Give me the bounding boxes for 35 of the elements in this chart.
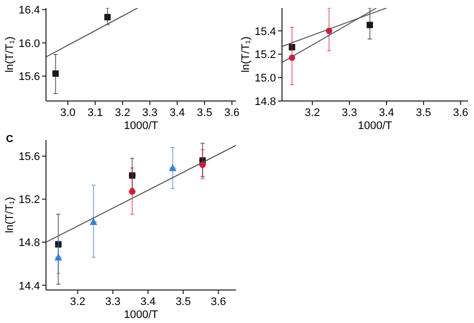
x-axis-title: 1000/T bbox=[124, 120, 158, 132]
y-tick-label: 16.4 bbox=[18, 4, 40, 17]
y-tick-label: 15.6 bbox=[18, 71, 40, 84]
x-tick-label: 3.2 bbox=[114, 107, 130, 119]
x-tick-label: 3.5 bbox=[416, 107, 432, 119]
x-tick-label: 3.3 bbox=[342, 107, 358, 119]
y-tick-label: 15.4 bbox=[254, 26, 276, 38]
y-axis-title: ln(T/T₁) bbox=[4, 36, 16, 73]
y-tick-label: 14.8 bbox=[254, 96, 276, 108]
y-axis-title: ln(T/T₁) bbox=[240, 36, 252, 73]
x-tick-label: 3.0 bbox=[60, 107, 76, 119]
x-tick-label: 3.1 bbox=[88, 107, 103, 119]
x-tick-label: 3.4 bbox=[378, 107, 394, 119]
y-axis-title: ln(T/T₁) bbox=[4, 196, 16, 234]
y-tick-label: 15.6 bbox=[18, 151, 40, 164]
x-tick-label: 3.2 bbox=[304, 107, 320, 119]
x-tick-label: 3.4 bbox=[170, 107, 185, 119]
x-tick-label: 3.3 bbox=[105, 296, 120, 308]
x-axis-title: 1000/T bbox=[124, 309, 158, 321]
x-tick-label: 3.6 bbox=[210, 296, 226, 308]
x-tick-label: 3.6 bbox=[224, 107, 240, 119]
x-tick-label: 3.5 bbox=[196, 107, 212, 119]
y-tick-label: 15.0 bbox=[254, 72, 276, 85]
x-tick-label: 3.3 bbox=[142, 107, 158, 119]
y-tick-label: 16.0 bbox=[18, 38, 40, 50]
chart-title: C bbox=[6, 134, 14, 145]
y-tick-label: 15.2 bbox=[254, 49, 276, 62]
x-tick-label: 3.2 bbox=[70, 296, 86, 308]
x-tick-label: 3.5 bbox=[176, 296, 191, 308]
y-tick-label: 15.2 bbox=[18, 194, 40, 206]
x-tick-label: 3.4 bbox=[140, 296, 156, 308]
x-tick-label: 3.6 bbox=[452, 107, 468, 119]
y-tick-label: 14.4 bbox=[18, 280, 40, 292]
y-tick-label: 14.8 bbox=[18, 237, 40, 250]
x-axis-title: 1000/T bbox=[358, 120, 392, 132]
